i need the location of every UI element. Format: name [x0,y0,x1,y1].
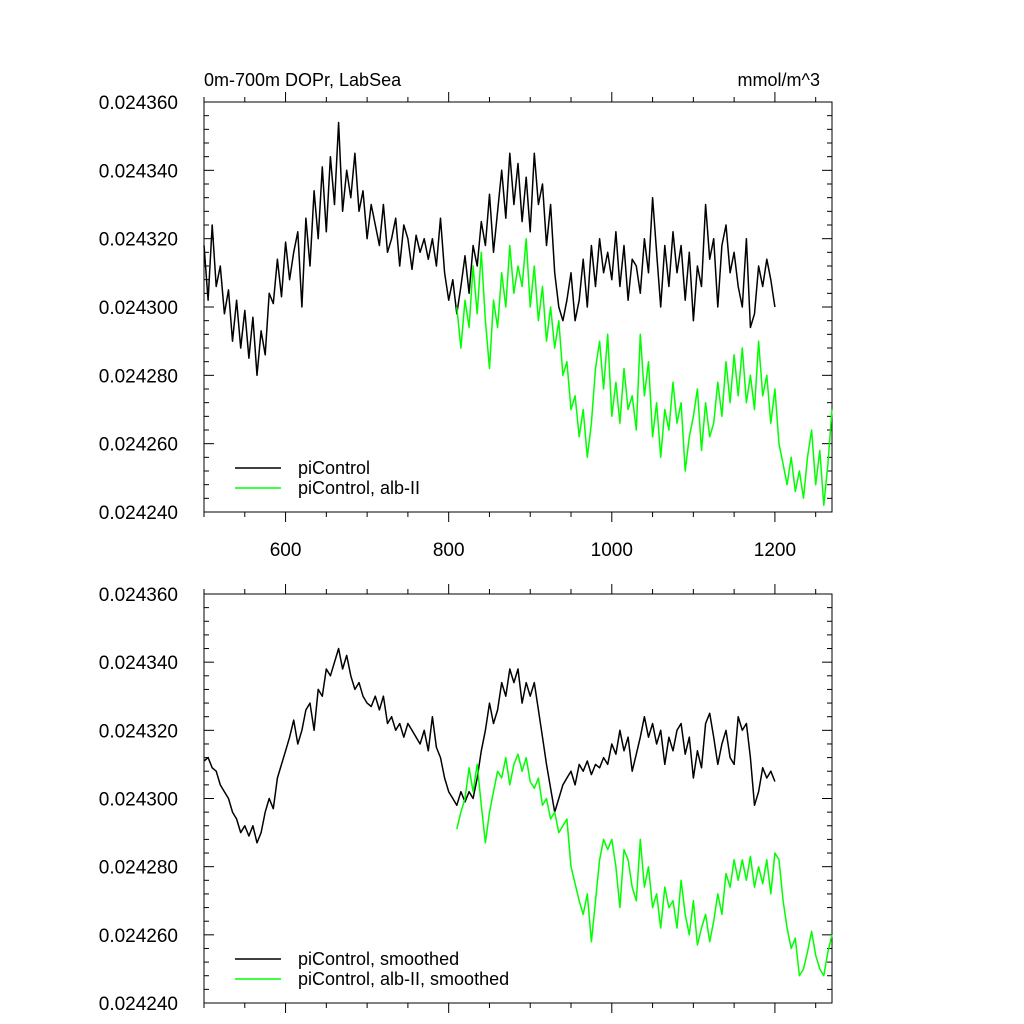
y-tick-label: 0.024280 [99,858,178,879]
y-tick-label: 0.024260 [99,926,178,947]
y-tick-label: 0.024240 [99,994,178,1015]
series-line-alb-ii [456,753,833,977]
y-tick-label: 0.024340 [99,653,178,674]
legend-label: piControl, smoothed [298,949,459,969]
y-tick-label: 0.024300 [99,298,178,319]
legend-label: piControl [298,458,370,478]
x-tick-label: 800 [433,540,465,561]
y-tick-label: 0.024280 [99,366,178,387]
x-tick-label: 1000 [591,540,633,561]
x-tick-label: 600 [270,540,302,561]
y-tick-label: 0.024360 [99,93,178,114]
units-label: mmol/m^3 [738,70,820,90]
series-line-picontrol [203,647,776,844]
y-tick-label: 0.024340 [99,161,178,182]
legend-label: piControl, alb-II [298,478,420,498]
y-tick-label: 0.024320 [99,721,178,742]
panel-raw: 0.024240 0.024260 0.024280 0.024300 0.024320… [99,92,833,561]
plot-frame [203,593,833,1004]
legend-label: piControl, alb-II, smoothed [298,969,509,989]
y-tick-label: 0.024360 [99,585,178,606]
series-line-picontrol [203,121,776,377]
y-tick-label: 0.024260 [99,435,178,456]
y-tick-label: 0.024300 [99,790,178,811]
panel-smoothed: 0.024240 0.024260 0.024280 0.024300 0.024320… [99,584,833,1015]
y-tick-label: 0.024320 [99,230,178,251]
chart-title: 0m-700m DOPr, LabSea [204,70,402,90]
y-tick-label: 0.024240 [99,503,178,524]
series-line-alb-ii [456,237,833,506]
x-tick-label: 1200 [754,540,796,561]
